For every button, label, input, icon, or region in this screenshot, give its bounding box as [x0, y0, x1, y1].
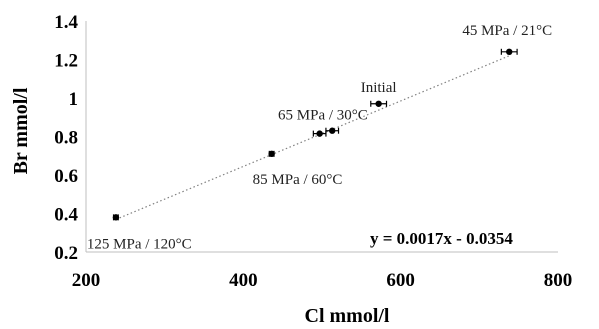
y-tick-label: 0.8	[54, 128, 78, 149]
data-point	[329, 127, 336, 134]
y-axis-title: Br mmol/l	[10, 87, 32, 174]
error-bars	[112, 48, 518, 221]
y-tick-label: 1.4	[54, 12, 78, 33]
y-tick-label: 0.4	[54, 205, 78, 226]
data-point	[268, 150, 275, 158]
point-annotation: 65 MPa / 30°C	[278, 108, 368, 124]
point-annotations: 45 MPa / 21°C Initial 65 MPa / 30°C 85 MPa …	[87, 23, 552, 253]
data-points	[112, 48, 513, 221]
trendline	[115, 55, 510, 220]
data-point	[112, 214, 120, 221]
y-tick-label: 0.6	[54, 166, 78, 187]
y-tick-label: 0.2	[54, 243, 78, 264]
axes	[85, 21, 558, 253]
x-tick-label: 400	[229, 270, 258, 291]
x-axis-title: Cl mmol/l	[305, 305, 390, 327]
x-tick-label: 200	[72, 270, 101, 291]
point-annotation: 125 MPa / 120°C	[87, 236, 192, 252]
point-annotation: 85 MPa / 60°C	[253, 172, 343, 188]
data-point	[506, 48, 513, 55]
y-tick-label: 1	[69, 89, 79, 110]
x-tick-label: 800	[544, 270, 573, 291]
x-tick-label: 600	[386, 270, 415, 291]
point-annotation: 45 MPa / 21°C	[462, 23, 552, 39]
x-tick-labels: 200 400 600 800	[72, 270, 573, 291]
data-point	[316, 130, 323, 137]
trendline-equation: y = 0.0017x - 0.0354	[370, 229, 513, 248]
y-tick-label: 1.2	[54, 51, 78, 72]
data-point	[375, 100, 382, 107]
point-annotation: Initial	[361, 80, 397, 96]
y-tick-labels: 0.2 0.4 0.6 0.8 1 1.2 1.4	[54, 12, 78, 264]
